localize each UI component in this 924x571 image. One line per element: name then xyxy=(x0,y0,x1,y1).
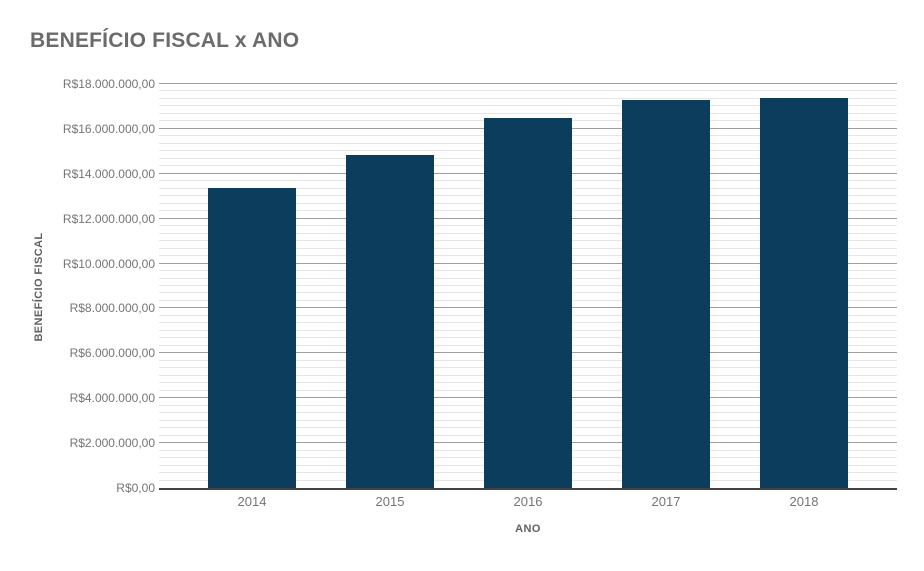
bar-band-2018 xyxy=(735,84,873,488)
bar-band-2017 xyxy=(597,84,735,488)
y-tick-label: R$16.000.000,00 xyxy=(62,121,155,136)
x-axis-baseline xyxy=(159,488,897,490)
bar-2017[interactable] xyxy=(622,99,710,488)
x-axis-tick-labels: 2014 2015 2016 2017 2018 xyxy=(183,494,873,509)
x-tick-label: 2015 xyxy=(375,494,405,509)
bar-2015[interactable] xyxy=(346,154,434,488)
major-gridline xyxy=(159,83,897,84)
bars-layer xyxy=(159,84,897,488)
bar-2014[interactable] xyxy=(208,188,296,488)
y-tick-label: R$6.000.000,00 xyxy=(69,346,155,361)
minor-gridline xyxy=(159,105,897,107)
y-tick-label: R$2.000.000,00 xyxy=(69,436,155,451)
y-tick-label: R$8.000.000,00 xyxy=(69,301,155,316)
bar-2018[interactable] xyxy=(760,98,848,488)
x-axis-title: ANO xyxy=(515,523,541,535)
x-tick-label: 2018 xyxy=(789,494,819,509)
minor-gridline xyxy=(159,97,897,99)
x-tick-label: 2016 xyxy=(513,494,543,509)
y-tick-label: R$10.000.000,00 xyxy=(62,256,155,271)
plot-area xyxy=(159,83,897,490)
x-tick-label: 2014 xyxy=(237,494,267,509)
y-tick-label: R$4.000.000,00 xyxy=(69,391,155,406)
minor-gridline xyxy=(159,112,897,114)
minor-gridline xyxy=(159,90,897,92)
x-tick-label: 2017 xyxy=(651,494,681,509)
y-axis-tick-labels: R$0,00 R$2.000.000,00 R$4.000.000,00 R$6.00… xyxy=(0,77,155,495)
bar-band-2014 xyxy=(183,84,321,488)
y-tick-label: R$14.000.000,00 xyxy=(62,166,155,181)
y-tick-label: R$18.000.000,00 xyxy=(62,77,155,91)
chart-title: BENEFÍCIO FISCAL x ANO xyxy=(30,29,300,52)
y-tick-label: R$12.000.000,00 xyxy=(62,211,155,226)
bar-band-2016 xyxy=(459,84,597,488)
y-tick-label: R$0,00 xyxy=(116,481,155,495)
bar-band-2015 xyxy=(321,84,459,488)
bar-2016[interactable] xyxy=(484,118,572,488)
